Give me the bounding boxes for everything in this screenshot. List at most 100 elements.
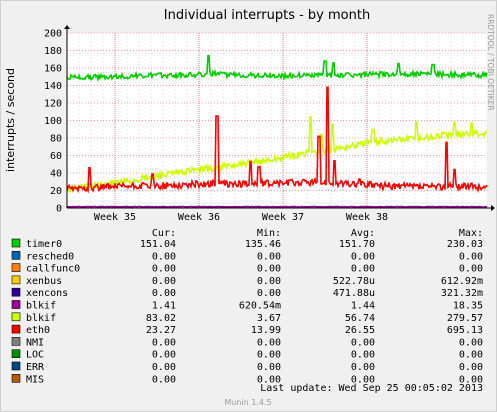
legend-value-max: 0.00	[459, 264, 483, 275]
legend-name: xenbus	[26, 276, 62, 287]
legend-value-cur: 0.00	[152, 251, 176, 262]
legend-value-cur: 0.00	[152, 374, 176, 385]
y-tick-label: 200	[44, 29, 62, 40]
series-line-blkif	[66, 205, 488, 208]
legend-value-avg: 0.00	[351, 362, 375, 373]
legend-value-max: 0.00	[459, 337, 483, 348]
legend-header-cur: Cur:	[152, 228, 176, 239]
legend-swatch	[11, 349, 21, 359]
legend-name: eth0	[26, 325, 50, 336]
legend-value-min: 0.00	[257, 350, 281, 361]
legend-swatch	[11, 324, 21, 334]
legend-value-cur: 0.00	[152, 276, 176, 287]
legend-value-max: 279.57	[447, 313, 483, 324]
legend-value-avg: 0.00	[351, 374, 375, 385]
legend-value-min: 0.00	[257, 374, 281, 385]
legend-value-min: 0.00	[257, 337, 281, 348]
series-line-blkif	[66, 116, 488, 195]
legend-swatch	[11, 238, 21, 248]
chart-title: Individual interrupts - by month	[164, 8, 370, 23]
legend-value-avg: 0.00	[351, 264, 375, 275]
legend-value-max: 230.03	[447, 239, 483, 250]
legend-swatch	[11, 251, 21, 260]
legend-swatch	[11, 312, 21, 322]
legend-value-min: 13.99	[251, 325, 281, 336]
x-tick-label: Week 36	[178, 212, 220, 223]
y-tick-label: 180	[44, 46, 62, 57]
legend: Cur: Min: Avg: Max: timer0 151.04 135.46 151.70…	[11, 228, 483, 385]
legend-header-avg: Avg:	[351, 228, 375, 239]
legend-name: resched0	[26, 251, 74, 262]
legend-value-cur: 83.02	[146, 313, 176, 324]
y-tick-label: 20	[50, 186, 62, 197]
legend-swatch	[11, 275, 21, 285]
legend-value-cur: 0.00	[152, 337, 176, 348]
x-tick-label: Week 35	[94, 212, 136, 223]
legend-swatch	[11, 361, 21, 371]
legend-value-avg: 1.44	[351, 301, 375, 312]
legend-value-max: 695.13	[447, 325, 483, 336]
axes: 0 20 40 60 80 100 120 140 160 180 200 Week 35 Week 3…	[44, 25, 495, 223]
legend-name: MIS	[26, 374, 44, 385]
legend-value-max: 321.32m	[441, 288, 483, 299]
legend-value-avg: 56.74	[345, 313, 375, 324]
series-line-timer0	[66, 54, 488, 83]
legend-value-cur: 23.27	[146, 325, 176, 336]
legend-value-min: 0.00	[257, 362, 281, 373]
y-tick-label: 0	[56, 204, 62, 215]
y-tick-label: 100	[44, 116, 62, 127]
x-tick-label: Week 37	[262, 212, 304, 223]
legend-value-avg: 522.78u	[333, 276, 375, 287]
legend-value-cur: 0.00	[152, 350, 176, 361]
series-line-eth0	[66, 86, 488, 194]
x-axis-arrow-icon	[491, 205, 495, 211]
y-tick-label: 60	[50, 151, 62, 162]
y-axis-arrow-icon	[64, 25, 70, 29]
legend-name: timer0	[26, 239, 62, 250]
legend-name: xencons	[26, 288, 68, 299]
legend-value-avg: 0.00	[351, 350, 375, 361]
legend-value-min: 0.00	[257, 251, 281, 262]
legend-header-min: Min:	[257, 228, 281, 239]
legend-value-max: 0.00	[459, 374, 483, 385]
legend-value-max: 0.00	[459, 251, 483, 262]
legend-value-max: 612.92m	[441, 276, 483, 287]
legend-value-avg: 471.88u	[333, 288, 375, 299]
legend-name: callfunc0	[26, 264, 80, 275]
legend-swatch	[11, 337, 21, 346]
legend-value-min: 0.00	[257, 288, 281, 299]
legend-value-cur: 1.41	[152, 301, 176, 312]
legend-value-max: 18.35	[453, 301, 483, 312]
footer-version: Munin 1.4.5	[224, 398, 271, 407]
grid	[66, 32, 488, 208]
y-tick-label: 140	[44, 81, 62, 92]
legend-name: LOC	[26, 350, 44, 361]
legend-name: blkif	[26, 301, 56, 312]
legend-value-min: 3.67	[257, 313, 281, 324]
y-axis-label: interrupts / second	[4, 68, 17, 172]
legend-value-avg: 0.00	[351, 251, 375, 262]
y-tick-label: 160	[44, 64, 62, 75]
legend-value-avg: 151.70	[339, 239, 375, 250]
legend-name: ERR	[26, 362, 45, 373]
legend-swatch	[11, 287, 21, 297]
legend-value-cur: 151.04	[140, 239, 176, 250]
legend-swatch	[11, 263, 21, 272]
legend-value-avg: 26.55	[345, 325, 375, 336]
y-tick-label: 80	[50, 134, 62, 145]
x-tick-label: Week 38	[346, 212, 388, 223]
legend-value-max: 0.00	[459, 362, 483, 373]
legend-value-cur: 0.00	[152, 264, 176, 275]
legend-name: NMI	[26, 337, 44, 348]
legend-value-min: 620.54m	[239, 301, 281, 312]
legend-swatch	[11, 373, 21, 383]
legend-value-min: 0.00	[257, 264, 281, 275]
legend-value-avg: 0.00	[351, 337, 375, 348]
legend-header-max: Max:	[459, 228, 483, 239]
legend-name: blkif	[26, 313, 56, 324]
legend-value-min: 0.00	[257, 276, 281, 287]
legend-value-cur: 0.00	[152, 362, 176, 373]
side-credit: RRDTOOL / TOBI OETIKER	[486, 14, 495, 111]
